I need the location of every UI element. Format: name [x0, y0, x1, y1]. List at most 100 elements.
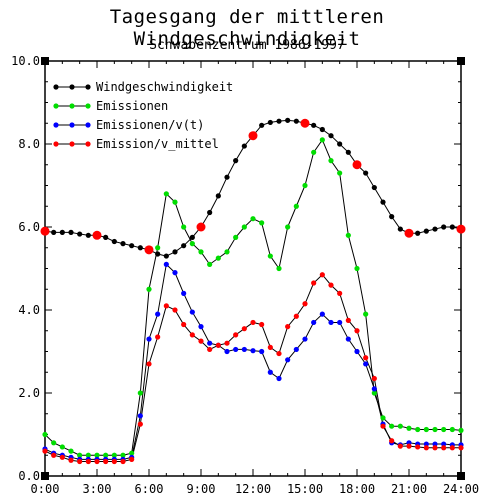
data-point-s3	[311, 280, 317, 286]
data-point-s3	[207, 346, 213, 353]
highlight-point	[456, 224, 466, 234]
data-point-s3	[77, 458, 83, 465]
data-point-s0	[415, 230, 421, 236]
legend-label-3: Emission/v_mittel	[96, 137, 219, 151]
data-point-s1	[449, 426, 455, 433]
data-point-s2	[311, 319, 317, 326]
data-point-s3	[380, 423, 386, 429]
chart-title: Tagesgang der mittleren Windgeschwindigk…	[109, 6, 385, 50]
data-point-s2	[337, 319, 343, 326]
data-point-s0	[337, 141, 343, 147]
data-point-s1	[51, 440, 57, 446]
data-point-s0	[276, 118, 282, 124]
data-point-s3	[415, 444, 421, 450]
data-point-s2	[267, 369, 273, 375]
x-tick-label: 21:00	[391, 482, 427, 496]
data-point-s3	[68, 457, 74, 463]
data-point-s3	[458, 445, 464, 451]
data-point-s1	[354, 265, 360, 272]
data-point-s1	[215, 255, 221, 261]
data-point-s0	[397, 226, 403, 232]
data-point-s1	[259, 220, 265, 226]
data-point-s0	[68, 229, 74, 235]
y-tick-label: 10.0	[11, 54, 40, 68]
data-point-s1	[250, 216, 256, 222]
data-point-s3	[224, 340, 230, 346]
data-point-s1	[233, 234, 239, 240]
highlight-point	[144, 245, 154, 255]
data-point-s1	[345, 232, 351, 238]
data-point-s1	[458, 427, 464, 433]
data-point-s1	[406, 425, 412, 431]
legend-label-2: Emissionen/v(t)	[96, 118, 204, 132]
data-point-s3	[389, 438, 395, 444]
data-point-s1	[59, 444, 65, 450]
data-point-s2	[198, 324, 204, 330]
data-point-s3	[250, 319, 256, 326]
chart-subtitle: Schwabenzentrum 1986-1997	[149, 38, 345, 53]
data-point-s0	[259, 122, 265, 128]
data-point-s1	[276, 265, 282, 272]
data-point-s0	[441, 224, 447, 230]
data-point-s0	[293, 118, 299, 124]
data-point-s1	[371, 390, 377, 396]
data-point-s2	[293, 346, 299, 353]
data-point-s3	[129, 456, 135, 462]
y-tick-label: 6.0	[18, 220, 40, 234]
data-point-s0	[328, 133, 334, 139]
data-point-s2	[163, 261, 169, 267]
highlight-point	[404, 228, 414, 238]
data-point-s2	[189, 309, 195, 315]
data-point-s3	[51, 452, 57, 458]
data-point-s3	[59, 454, 65, 460]
x-tick-label: 0:00	[31, 482, 60, 496]
data-point-s3	[423, 445, 429, 451]
data-point-s2	[224, 348, 230, 355]
data-point-s0	[207, 209, 213, 216]
data-point-s0	[224, 174, 230, 180]
data-point-s3	[172, 307, 178, 313]
legend-marker-1	[69, 103, 75, 109]
data-point-s1	[363, 311, 369, 317]
highlight-point	[92, 230, 102, 240]
legend-marker-3	[53, 141, 59, 147]
data-point-s0	[59, 229, 65, 235]
legend-marker-1	[85, 103, 91, 109]
legend-marker-0	[85, 84, 91, 90]
data-point-s3	[85, 458, 91, 465]
data-point-s3	[449, 445, 455, 451]
data-point-s3	[397, 443, 403, 449]
data-point-s3	[94, 458, 100, 465]
data-point-s2	[250, 348, 256, 354]
data-point-s0	[449, 224, 455, 230]
data-point-s2	[181, 290, 187, 296]
data-point-s0	[111, 238, 117, 245]
data-point-s1	[129, 450, 135, 456]
data-point-s0	[423, 228, 429, 234]
series-points	[40, 117, 466, 465]
data-point-s3	[354, 328, 360, 334]
y-tick-label: 4.0	[18, 303, 40, 317]
data-point-s3	[276, 350, 282, 357]
legend-marker-2	[85, 122, 91, 128]
data-point-s1	[267, 253, 273, 259]
highlight-point	[300, 118, 310, 128]
data-point-s0	[267, 119, 273, 126]
data-point-s1	[181, 224, 187, 230]
data-point-s3	[137, 421, 143, 427]
data-point-s2	[207, 340, 213, 346]
data-point-s1	[285, 224, 291, 230]
data-point-s3	[328, 282, 334, 288]
legend-marker-1	[53, 103, 59, 109]
data-point-s1	[137, 390, 143, 396]
data-point-s3	[189, 332, 195, 338]
data-point-s2	[146, 336, 152, 342]
data-point-s2	[319, 311, 325, 317]
data-point-s1	[397, 423, 403, 429]
data-point-s0	[172, 249, 178, 255]
highlight-point	[352, 160, 362, 170]
data-point-s3	[103, 458, 109, 465]
data-point-s1	[302, 182, 308, 189]
data-point-s0	[155, 251, 161, 257]
x-tick-label: 15:00	[287, 482, 323, 496]
